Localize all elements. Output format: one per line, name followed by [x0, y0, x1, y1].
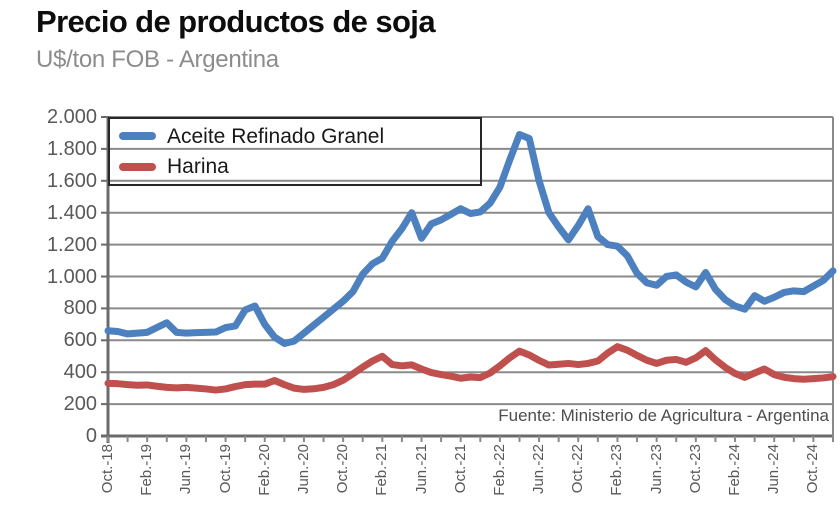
x-axis-label: Feb.-22: [490, 444, 508, 496]
x-axis-label: Jun.-24: [765, 444, 783, 495]
y-axis-label: 400: [63, 361, 97, 384]
x-axis-label: Oct.-23: [686, 444, 704, 494]
legend-label-aceite: Aceite Refinado Granel: [167, 124, 385, 148]
x-axis-label: Oct.-18: [99, 444, 116, 494]
y-axis-label: 200: [63, 393, 97, 416]
x-axis-label: Feb.-20: [255, 444, 273, 496]
y-axis-label: 1.000: [46, 265, 97, 288]
x-axis-label: Feb.-24: [726, 444, 744, 496]
y-axis-label: 1.200: [46, 233, 97, 256]
x-axis-label: Jun.-22: [530, 444, 548, 495]
y-axis-label: 2.000: [46, 106, 97, 128]
harina-line-swatch-icon: [119, 162, 156, 171]
legend-item-aceite: Aceite Refinado Granel: [119, 121, 480, 151]
x-axis-label: Oct.-22: [569, 444, 587, 494]
x-axis-label: Oct.-21: [451, 444, 469, 494]
legend-item-harina: Harina: [119, 152, 480, 182]
x-axis-label: Oct.-19: [216, 444, 234, 494]
page-title: Precio de productos de soja: [36, 4, 436, 39]
series-line-aceite-refinado-granel: [104, 131, 837, 347]
page-subtitle: U$/ton FOB - Argentina: [36, 46, 279, 73]
x-axis-label: Oct.-24: [804, 444, 822, 494]
y-axis-label: 800: [63, 297, 97, 320]
y-axis-label: 1.800: [46, 137, 97, 160]
aceite-line-swatch-icon: [119, 132, 156, 141]
x-axis-label: Oct.-20: [334, 444, 352, 494]
x-axis-label: Jun.-21: [412, 444, 430, 495]
y-axis-label: 600: [63, 329, 97, 352]
series-line-harina: [104, 343, 837, 394]
legend-label-harina: Harina: [167, 155, 229, 179]
y-axis-label: 1.600: [46, 169, 97, 192]
y-axis-label: 0: [85, 425, 97, 447]
source-note: Fuente: Ministerio de Agricultura - Arge…: [498, 406, 829, 425]
x-axis-label: Jun.-19: [177, 444, 195, 495]
x-axis-label: Jun.-23: [647, 444, 665, 495]
legend: Aceite Refinado Granel Harina: [108, 117, 482, 186]
x-axis-label: Feb.-21: [373, 444, 391, 496]
y-axis-label: 1.400: [46, 201, 97, 224]
x-axis-label: Feb.-23: [608, 444, 626, 496]
x-axis-label: Jun.-20: [294, 444, 312, 495]
x-axis-label: Feb.-19: [138, 444, 156, 496]
